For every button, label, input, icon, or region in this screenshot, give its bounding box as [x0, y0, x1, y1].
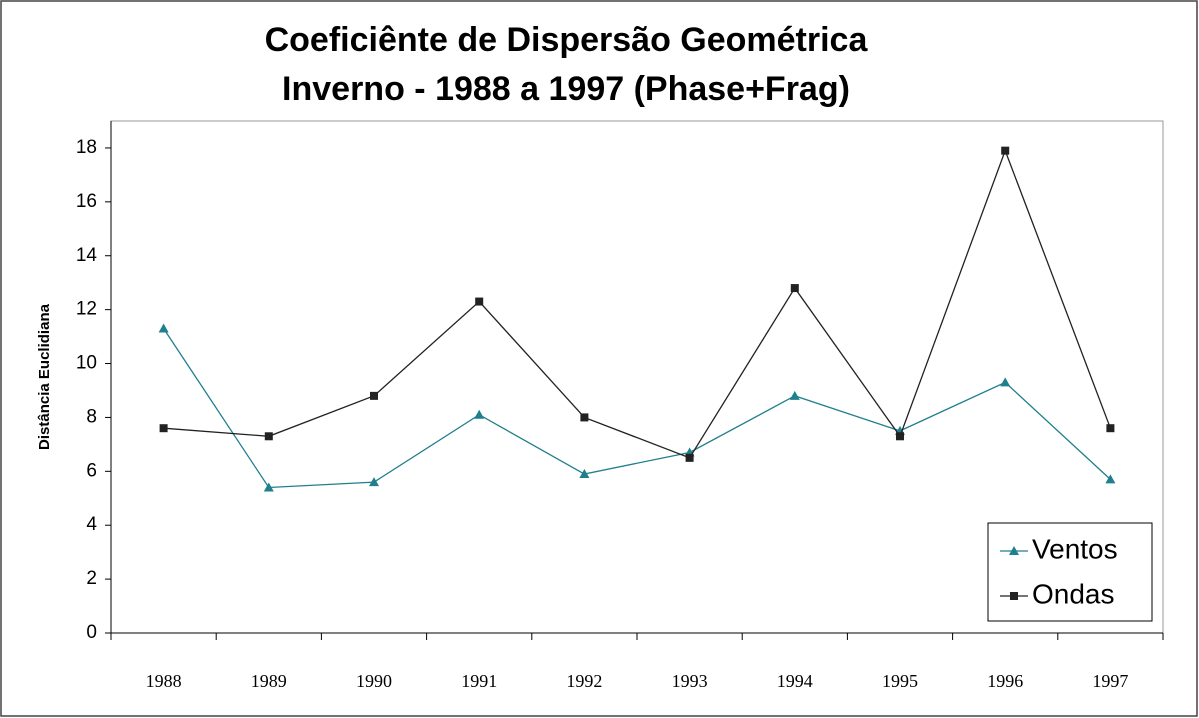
- x-tick-label: 1996: [987, 671, 1023, 691]
- legend-box: [987, 522, 1153, 622]
- y-tick-label: 0: [86, 622, 97, 643]
- data-point: [474, 409, 485, 419]
- y-tick-label: 8: [86, 406, 97, 427]
- x-tick-label: 1994: [777, 671, 813, 691]
- data-point: [159, 424, 168, 433]
- series-line: [163, 148, 1112, 459]
- data-point: [1001, 146, 1010, 155]
- y-tick-label: 6: [86, 460, 97, 481]
- data-point: [789, 390, 800, 400]
- y-tick-label: 12: [76, 299, 97, 320]
- chart-subtitle: Inverno - 1988 a 1997 (Phase+Frag): [282, 70, 850, 108]
- legend-marker: [1009, 546, 1019, 555]
- y-axis-label: Distância Euclidiana: [36, 303, 53, 450]
- data-point: [158, 323, 169, 333]
- y-tick-label: 2: [86, 568, 97, 589]
- x-tick-label: 1995: [882, 671, 918, 691]
- data-point: [580, 413, 589, 422]
- x-tick-label: 1993: [672, 671, 708, 691]
- x-tick-label: 1992: [566, 671, 602, 691]
- legend-marker: [1010, 592, 1018, 600]
- data-point: [790, 284, 799, 293]
- data-point: [369, 477, 379, 487]
- data-point: [263, 482, 274, 492]
- data-point: [370, 391, 378, 400]
- legend-label: Ondas: [1032, 578, 1115, 609]
- series-line: [163, 328, 1111, 489]
- y-tick-label: 10: [76, 353, 97, 374]
- y-tick-label: 16: [76, 191, 97, 212]
- data-point: [1106, 424, 1115, 433]
- data-point: [264, 432, 273, 441]
- x-tick-label: 1989: [251, 671, 287, 691]
- x-tick-label: 1990: [356, 671, 392, 691]
- data-point: [579, 469, 590, 479]
- x-tick-label: 1997: [1092, 671, 1128, 691]
- data-point: [1000, 377, 1011, 387]
- x-tick-label: 1988: [146, 671, 182, 691]
- y-tick-label: 18: [76, 137, 97, 158]
- legend-label: Ventos: [1032, 533, 1118, 564]
- data-point: [685, 453, 694, 462]
- x-tick-label: 1991: [461, 671, 497, 691]
- y-tick-label: 14: [76, 245, 98, 266]
- chart-title: Coeficiênte de Dispersão Geométrica: [265, 21, 869, 59]
- data-point: [475, 297, 484, 306]
- y-tick-label: 4: [86, 514, 97, 535]
- data-point: [896, 432, 904, 441]
- data-point: [1105, 474, 1116, 484]
